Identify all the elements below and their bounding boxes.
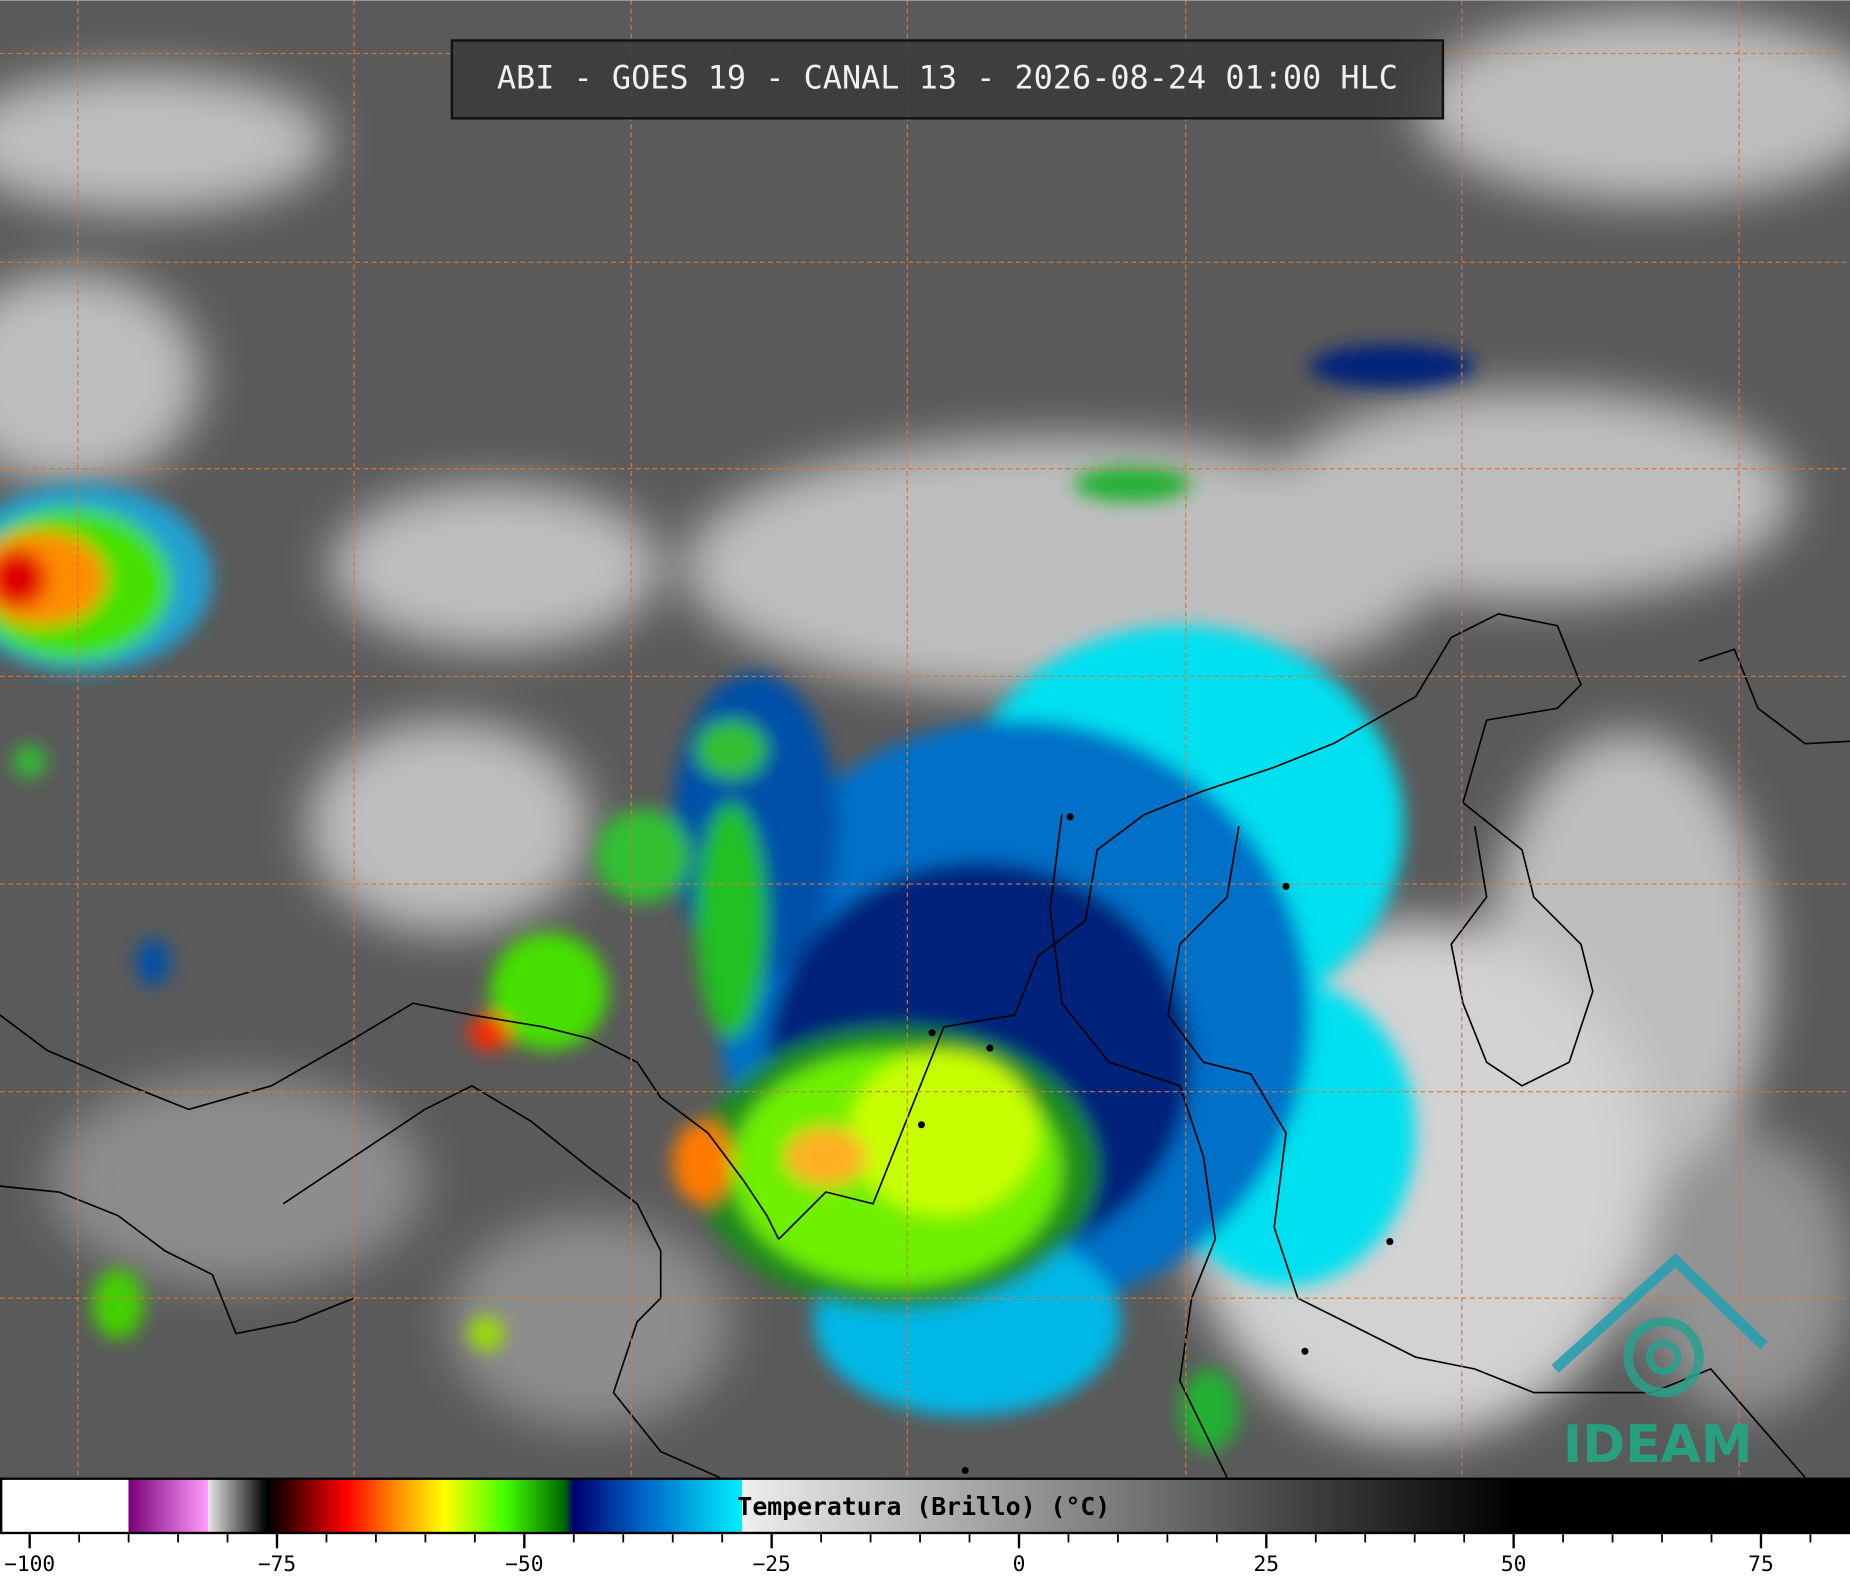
tick-label: −25 [752, 1552, 790, 1577]
title: ABI - GOES 19 - CANAL 13 - 2026-08-24 01… [497, 58, 1398, 96]
tick-label: −50 [505, 1552, 543, 1577]
tick-label: −75 [258, 1552, 296, 1577]
imagery [0, 0, 1850, 1479]
logo: IDEAM [1551, 1253, 1768, 1475]
logo-text: IDEAM [1563, 1415, 1753, 1475]
title-box: ABI - GOES 19 - CANAL 13 - 2026-08-24 01… [450, 39, 1445, 120]
colorbar-label: Temperatura (Brillo) (°C) [737, 1492, 1110, 1521]
tick-label: 25 [1254, 1552, 1280, 1577]
tick-label: 75 [1748, 1552, 1774, 1577]
colorbar: Temperatura (Brillo) (°C) −100 −75 −50 −25 0… [0, 1477, 1850, 1577]
tick-label: −100 [4, 1552, 55, 1577]
tick-label: 0 [1013, 1552, 1026, 1577]
tick-label: 50 [1501, 1552, 1527, 1577]
